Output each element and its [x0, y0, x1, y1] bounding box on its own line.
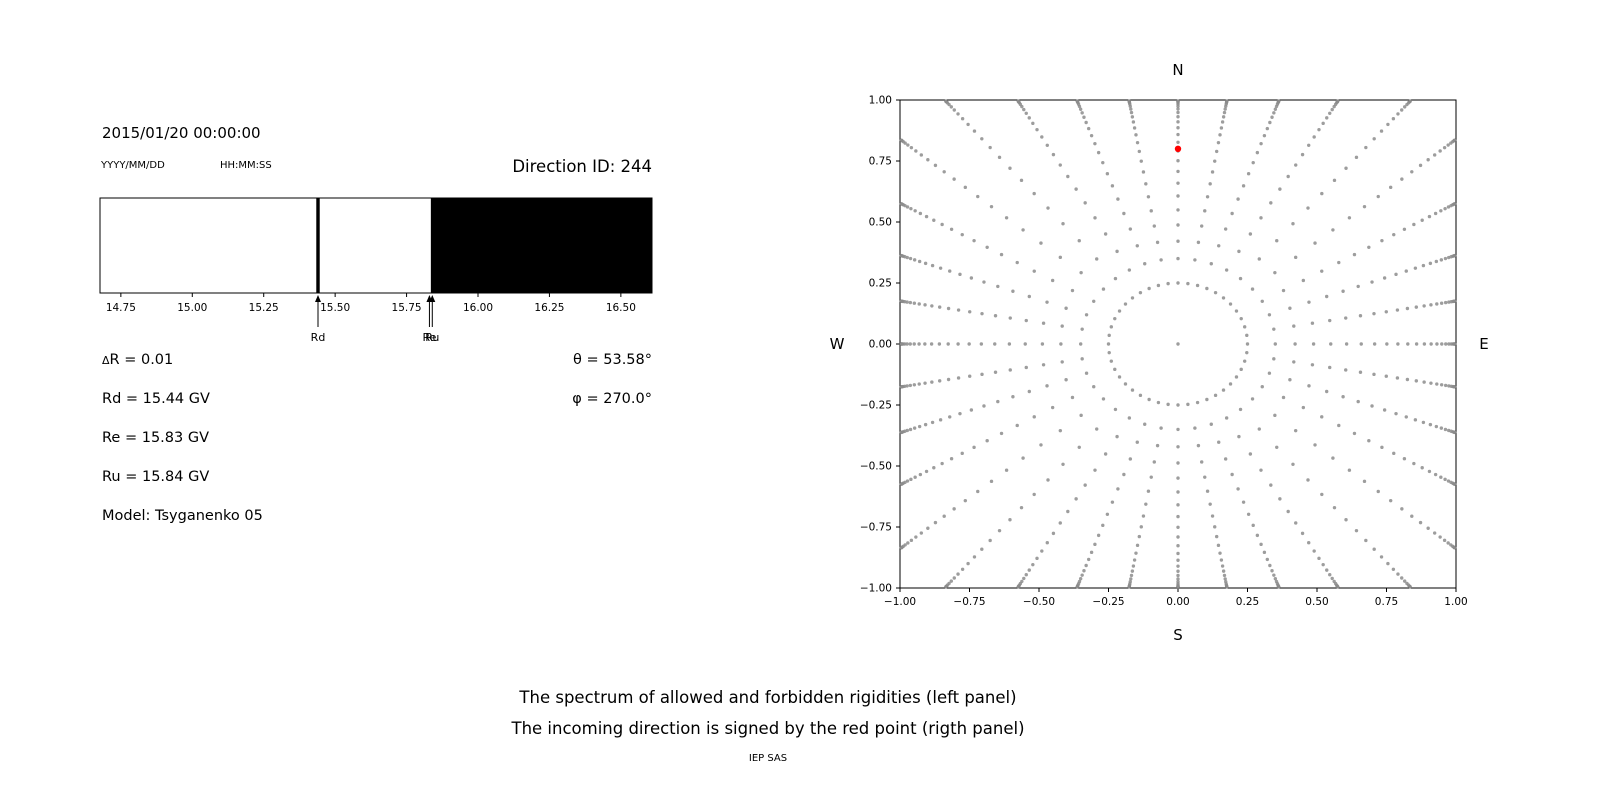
- phi-value: φ = 270.0°: [572, 391, 652, 407]
- datetime-text: 2015/01/20 00:00:00: [102, 124, 261, 142]
- svg-text:16.00: 16.00: [463, 302, 493, 314]
- svg-text:0.50: 0.50: [869, 217, 892, 229]
- theta-value: θ = 53.58°: [573, 352, 652, 368]
- svg-text:1.00: 1.00: [869, 95, 892, 107]
- spectrum-x-ticks: 14.75 15.00 15.25 15.50 15.75 16.00 16.25 16.50: [106, 293, 636, 314]
- svg-text:0.75: 0.75: [869, 156, 892, 168]
- svg-text:15.25: 15.25: [249, 302, 279, 314]
- svg-text:14.75: 14.75: [106, 302, 136, 314]
- svg-text:−0.50: −0.50: [1023, 596, 1055, 608]
- compass-north: N: [1172, 61, 1183, 79]
- compass-south: S: [1173, 626, 1183, 644]
- svg-text:Rd: Rd: [311, 331, 326, 344]
- svg-text:Ru: Ru: [425, 331, 439, 344]
- compass-west: W: [830, 335, 845, 353]
- svg-text:Re: Re: [422, 331, 436, 344]
- svg-text:0.00: 0.00: [1166, 596, 1189, 608]
- caption-line-1: The spectrum of allowed and forbidden ri…: [519, 688, 1017, 707]
- svg-text:16.25: 16.25: [534, 302, 564, 314]
- svg-text:15.50: 15.50: [320, 302, 350, 314]
- svg-text:−0.25: −0.25: [860, 400, 892, 412]
- svg-text:0.75: 0.75: [1375, 596, 1398, 608]
- time-format-label: HH:MM:SS: [220, 160, 272, 171]
- rd-value: Rd = 15.44 GV: [102, 391, 210, 407]
- credit-label: IEP SAS: [748, 753, 788, 764]
- compass-east: E: [1479, 335, 1488, 353]
- svg-text:−0.75: −0.75: [953, 596, 985, 608]
- direction-x-ticks: −1.00 −0.75 −0.50 −0.25 0.00 0.25 0.50 0.75 1.00: [884, 588, 1468, 608]
- svg-text:0.25: 0.25: [869, 278, 892, 290]
- svg-text:0.50: 0.50: [1305, 596, 1328, 608]
- svg-text:15.75: 15.75: [392, 302, 422, 314]
- date-format-label: YYYY/MM/DD: [101, 160, 165, 171]
- model-label: Model: Tsyganenko 05: [102, 508, 263, 524]
- svg-text:−0.50: −0.50: [860, 461, 892, 473]
- svg-text:15.00: 15.00: [177, 302, 207, 314]
- direction-y-ticks: 1.00 0.75 0.50 0.25 0.00 −0.25 −0.50 −0.75 −1.00: [860, 95, 900, 595]
- rigidity-spectrum-plot: 14.75 15.00 15.25 15.50 15.75 16.00 16.25 16.50…: [99, 197, 653, 344]
- forbidden-bands: [316, 198, 652, 293]
- ru-value: Ru = 15.84 GV: [102, 469, 210, 485]
- incoming-direction-red-point: [1174, 145, 1182, 152]
- compass-labels: N S W E: [830, 61, 1489, 644]
- incoming-direction-plot: −1.00 −0.75 −0.50 −0.25 0.00 0.25 0.50 0.75 1.00…: [830, 61, 1489, 644]
- svg-text:−0.25: −0.25: [1092, 596, 1124, 608]
- svg-text:1.00: 1.00: [1444, 596, 1467, 608]
- svg-text:−0.75: −0.75: [860, 522, 892, 534]
- svg-text:16.50: 16.50: [606, 302, 636, 314]
- svg-text:−1.00: −1.00: [884, 596, 916, 608]
- svg-text:0.00: 0.00: [869, 339, 892, 351]
- asymptotic-direction-dots: [899, 99, 1457, 589]
- caption-line-2: The incoming direction is signed by the …: [511, 719, 1025, 738]
- direction-id-label: Direction ID: 244: [512, 157, 652, 176]
- svg-text:−1.00: −1.00: [860, 583, 892, 595]
- caption-block: The spectrum of allowed and forbidden ri…: [0, 682, 1536, 764]
- re-value: Re = 15.83 GV: [102, 430, 209, 446]
- delta-r-value: ΔR = 0.01: [102, 352, 174, 368]
- svg-text:0.25: 0.25: [1236, 596, 1259, 608]
